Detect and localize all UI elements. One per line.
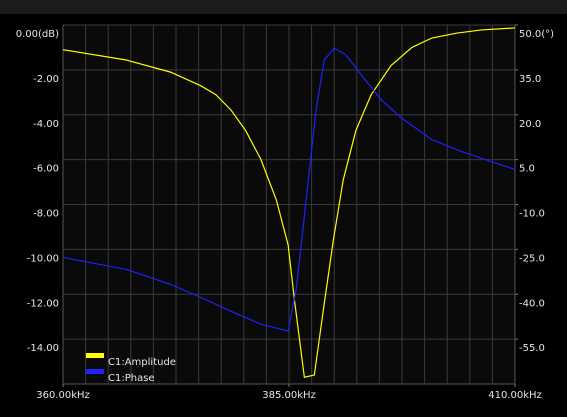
y2-tick-label: 5.0 (519, 164, 535, 175)
y2-tick-label: -10.0 (519, 209, 545, 220)
y2-tick-label: 35.0 (519, 74, 541, 85)
y-tick-label: -8.00 (33, 209, 59, 220)
y2-tick-label: -40.0 (519, 298, 545, 309)
y2-tick-label: -25.0 (519, 253, 545, 264)
legend-label: C1:Phase (108, 373, 155, 384)
y2-tick-label: 50.0(°) (519, 29, 554, 40)
series-line (62, 27, 516, 378)
y2-tick-label: 20.0 (519, 119, 541, 130)
y-tick-label: -4.00 (33, 119, 59, 130)
y-tick-label: -12.00 (27, 298, 59, 309)
y2-tick-label: -55.0 (519, 343, 545, 354)
header-bar (0, 0, 567, 14)
y-tick-label: -2.00 (33, 74, 59, 85)
legend-swatch (86, 353, 104, 358)
y-tick-label: -10.00 (27, 253, 59, 264)
y-tick-label: 0.00(dB) (16, 29, 59, 40)
x-tick-label: 385.00kHz (262, 390, 316, 401)
y-tick-label: -14.00 (27, 343, 59, 354)
x-tick-label: 410.00kHz (488, 390, 542, 401)
legend-label: C1:Amplitude (108, 357, 176, 368)
x-tick-label: 360.00kHz (36, 390, 90, 401)
series-line (62, 47, 516, 332)
y-tick-label: -6.00 (33, 164, 59, 175)
legend-swatch (86, 369, 104, 374)
